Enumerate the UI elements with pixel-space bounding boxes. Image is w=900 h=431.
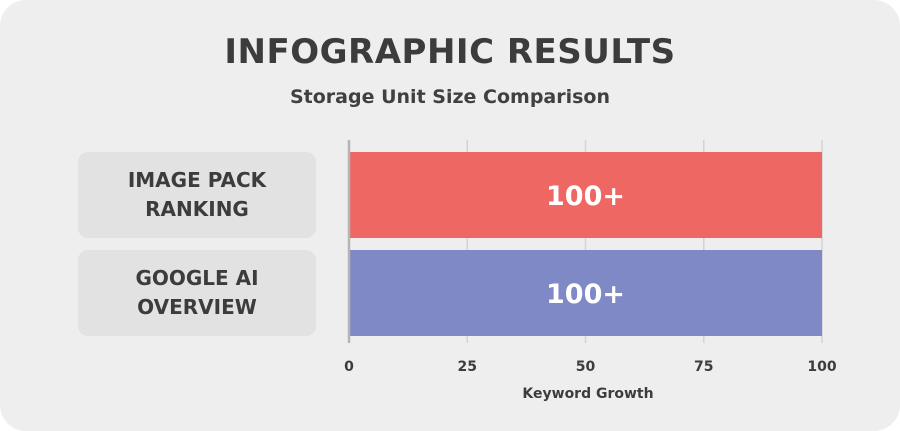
bar-0	[349, 152, 822, 238]
x-tick-label-0: 0	[344, 359, 354, 375]
x-tick-label-100: 100	[807, 359, 836, 375]
bar-data-label-1: 100+	[546, 279, 625, 310]
x-tick-label-25: 25	[458, 359, 477, 375]
chart-subtitle: Storage Unit Size Comparison	[289, 86, 611, 108]
category-label-image-pack-ranking: IMAGE PACK RANKING	[78, 152, 316, 238]
x-tick-label-75: 75	[694, 359, 713, 375]
x-tick-label-50: 50	[576, 359, 596, 375]
bar-1	[349, 250, 822, 336]
chart-title: INFOGRAPHIC RESULTS	[224, 32, 676, 72]
bar-data-label-0: 100+	[546, 181, 625, 212]
x-axis-label: Keyword Growth	[522, 386, 654, 402]
category-label-google-ai-overview: GOOGLE AI OVERVIEW	[78, 250, 316, 336]
